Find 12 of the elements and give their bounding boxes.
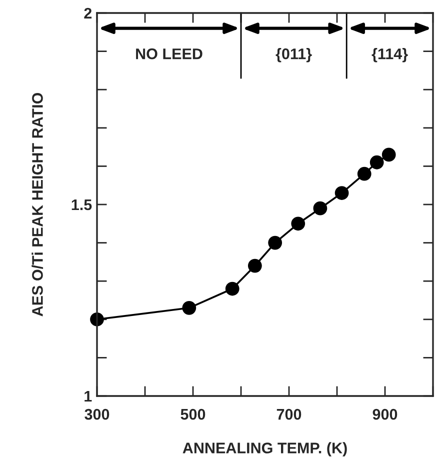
y-axis-title: AES O/Ti PEAK HEIGHT RATIO (32, 92, 44, 316)
y-tick-label: 1 (84, 391, 92, 402)
x-tick-label: 500 (180, 408, 206, 420)
annotation: NO LEED (136, 48, 202, 60)
x-tick-label: 700 (276, 408, 302, 420)
annotation: {011} (276, 48, 312, 62)
x-tick-label: 900 (372, 408, 398, 420)
annotation: {114} (372, 48, 408, 62)
x-axis-title: ANNEALING TEMP. (K) (182, 442, 347, 456)
y-tick-label: 1.5 (72, 200, 92, 210)
y-tick-label: 2 (84, 8, 92, 19)
x-tick-label: 300 (84, 408, 110, 420)
